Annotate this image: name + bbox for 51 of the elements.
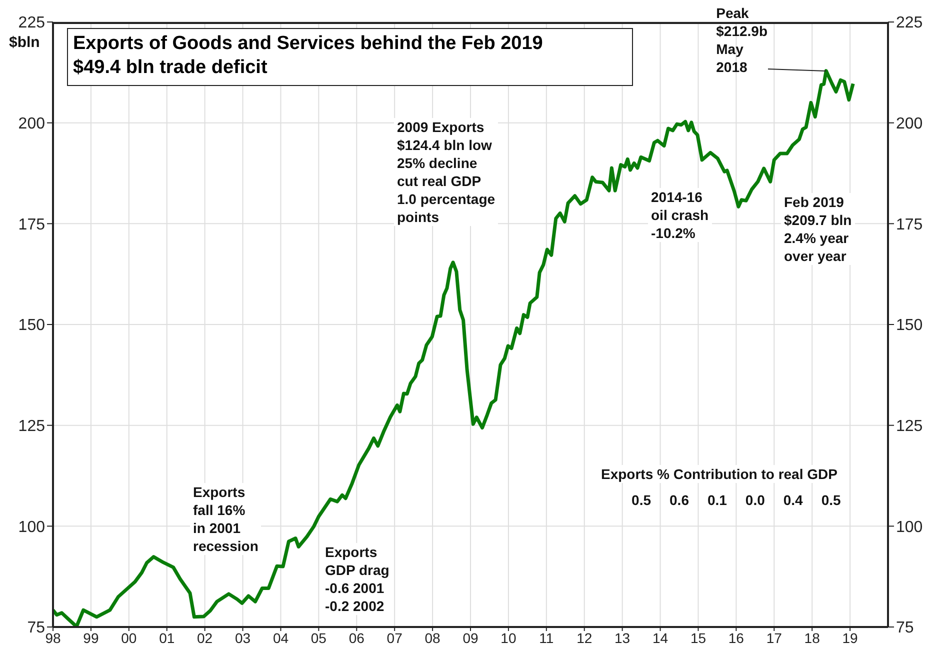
annotation: Feb 2019 $209.7 bln 2.4% year over year [781,193,855,265]
annotation: Peak $212.9b May 2018 [715,4,768,76]
x-tick-label: 02 [197,630,213,646]
annotation: Exports % Contribution to real GDP [598,465,840,483]
x-tick-label: 12 [576,630,592,646]
y-tick-label: 200 [18,116,46,133]
annotation: 2009 Exports $124.4 bln low 25% decline cut real GDP 1.0 percentage points [394,118,498,226]
x-tick-label: 09 [462,630,478,646]
annotation: Exports fall 16% in 2001 recession [190,483,262,555]
x-tick-label: 00 [121,630,137,646]
y2-tick-label: 200 [896,116,923,133]
x-tick-label: 10 [500,630,516,646]
annotation: 0.1 [701,491,734,509]
y-tick-label: 125 [18,418,46,436]
x-tick-label: 01 [159,630,175,646]
y-tick-label: 175 [18,216,46,234]
annotation: 2014-16 oil crash -10.2% [648,188,712,242]
annotation: 0.6 [663,491,696,509]
x-tick-label: 98 [45,630,61,646]
y2-tick-label: 175 [896,216,923,234]
y-tick-label: 150 [18,317,46,334]
y2-tick-label: 100 [896,518,923,536]
text: Exports of Goods and Services behind the Feb 2019 $49.4 bln trade deficit [72,32,544,80]
y-tick-label: 225 [18,14,46,32]
y2-tick-label: 225 [896,14,923,32]
x-tick-label: 03 [234,630,251,646]
annotation: 0.0 [739,491,772,509]
annotation: 0.5 [815,491,848,509]
y2-tick-label: 125 [896,418,923,436]
x-tick-label: 19 [842,630,858,646]
y-tick-label: 75 [27,620,46,637]
annotation: 0.4 [777,491,810,509]
x-tick-label: 11 [539,630,554,646]
x-tick-label: 04 [272,630,289,646]
y2-tick-label: 150 [896,317,923,334]
x-tick-label: 15 [690,630,706,646]
annotation: Exports GDP drag -0.6 2001 -0.2 2002 [322,543,392,615]
x-tick-label: 05 [310,630,327,646]
annotation: 0.5 [625,491,658,509]
y-axis-title: $bln [8,34,41,52]
x-tick-label: 06 [348,630,365,646]
x-tick-label: 13 [614,630,630,646]
x-tick-label: 14 [652,630,668,646]
x-tick-label: 16 [728,630,744,646]
x-tick-label: 07 [386,630,403,646]
y2-tick-label: 75 [896,620,914,637]
x-tick-label: 18 [804,630,820,646]
y-tick-label: 100 [18,518,46,536]
x-tick-label: 08 [424,630,441,646]
x-tick-label: 17 [766,630,782,646]
x-tick-label: 99 [83,630,99,646]
